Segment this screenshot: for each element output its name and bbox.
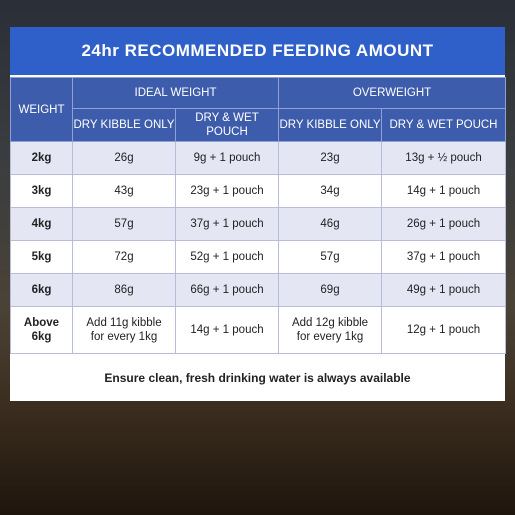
amount-cell: 23g + 1 pouch (175, 174, 279, 208)
weight-cell: 3kg (10, 174, 73, 208)
amount-cell: 14g + 1 pouch (175, 306, 279, 354)
amount-cell: 37g + 1 pouch (175, 207, 279, 241)
weight-cell: Above 6kg (10, 306, 73, 354)
amount-cell: 13g + ½ pouch (380, 141, 507, 175)
weight-header: WEIGHT (10, 77, 73, 142)
weight-cell: 2kg (10, 141, 73, 175)
amount-cell: Add 11g kibble for every 1kg (72, 306, 176, 354)
group-header-row: WEIGHT IDEAL WEIGHT OVERWEIGHT (10, 77, 507, 142)
amount-cell: 34g (278, 174, 382, 208)
amount-cell: 52g + 1 pouch (175, 240, 279, 274)
amount-cell: Add 12g kibble for every 1kg (278, 306, 382, 354)
weight-cell: 6kg (10, 273, 73, 307)
sub-header: DRY & WET POUCH (175, 108, 279, 142)
amount-cell: 46g (278, 207, 382, 241)
group-header: OVERWEIGHT (277, 77, 507, 109)
amount-cell: 26g (72, 141, 176, 175)
amount-cell: 43g (72, 174, 176, 208)
amount-cell: 72g (72, 240, 176, 274)
feeding-table: WEIGHT IDEAL WEIGHT OVERWEIGHT DRY KIBBL… (10, 77, 507, 354)
footer-note: Ensure clean, fresh drinking water is al… (104, 370, 411, 385)
amount-cell: 37g + 1 pouch (380, 240, 507, 274)
sub-header: DRY KIBBLE ONLY (278, 108, 382, 142)
table-row: 6kg 86g 66g + 1 pouch 69g 49g + 1 pouch (10, 273, 507, 307)
sub-header-row: DRY KIBBLE ONLY DRY & WET POUCH DRY KIBB… (11, 108, 507, 142)
amount-cell: 9g + 1 pouch (175, 141, 279, 175)
amount-cell: 23g (278, 141, 382, 175)
card: 24hr RECOMMENDED FEEDING AMOUNT WEIGHT I… (10, 27, 507, 401)
amount-cell: 57g (278, 240, 382, 274)
table-row: Above 6kg Add 11g kibble for every 1kg 14g… (10, 306, 507, 354)
table-body: WEIGHT IDEAL WEIGHT OVERWEIGHT DRY KIBBL… (10, 77, 507, 354)
amount-cell: 57g (72, 207, 176, 241)
amount-cell: 86g (72, 273, 176, 307)
amount-cell: 26g + 1 pouch (380, 207, 507, 241)
amount-cell: 69g (278, 273, 382, 307)
weight-cell: 4kg (10, 207, 73, 241)
amount-cell: 66g + 1 pouch (175, 273, 279, 307)
sub-header: DRY & WET POUCH (380, 108, 507, 142)
table-row: 2kg 26g 9g + 1 pouch 23g 13g + ½ pouch (10, 141, 507, 175)
group-header: IDEAL WEIGHT (72, 77, 279, 109)
title: 24hr RECOMMENDED FEEDING AMOUNT (10, 27, 505, 75)
table-row: 5kg 72g 52g + 1 pouch 57g 37g + 1 pouch (10, 240, 507, 274)
table-row: 4kg 57g 37g + 1 pouch 46g 26g + 1 pouch (10, 207, 507, 241)
weight-cell: 5kg (10, 240, 73, 274)
amount-cell: 14g + 1 pouch (380, 174, 507, 208)
amount-cell: 49g + 1 pouch (380, 273, 507, 307)
sub-header: DRY KIBBLE ONLY (72, 108, 176, 142)
amount-cell: 12g + 1 pouch (380, 306, 507, 354)
table-row: 3kg 43g 23g + 1 pouch 34g 14g + 1 pouch (10, 174, 507, 208)
